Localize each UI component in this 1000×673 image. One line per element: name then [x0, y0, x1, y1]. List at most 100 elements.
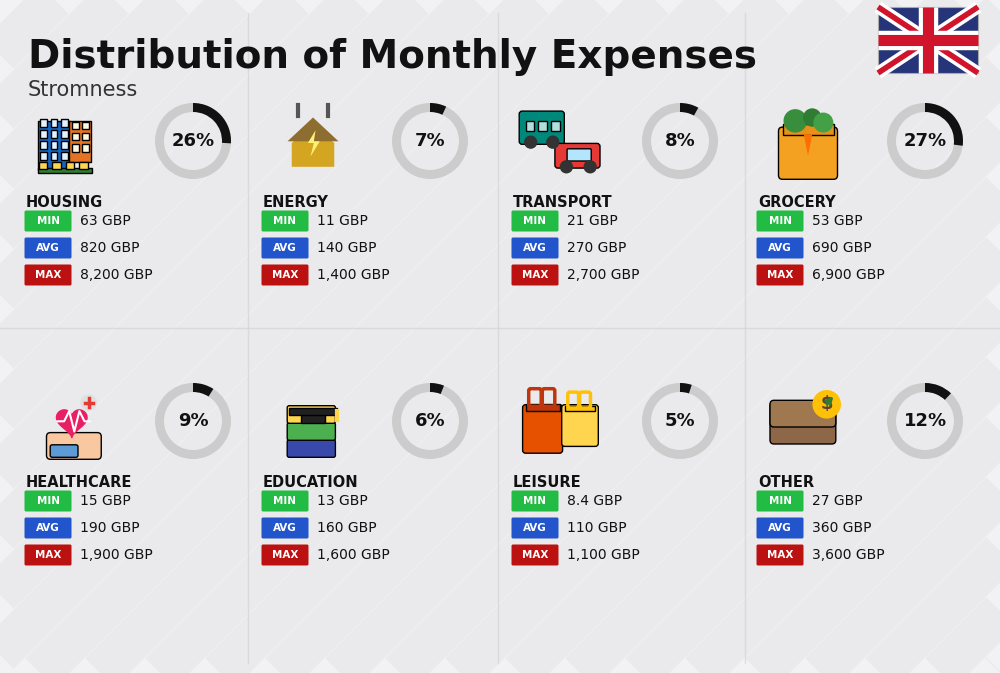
- Text: MIN: MIN: [768, 216, 792, 226]
- Wedge shape: [392, 383, 468, 459]
- FancyBboxPatch shape: [82, 133, 89, 141]
- FancyBboxPatch shape: [66, 162, 74, 168]
- FancyBboxPatch shape: [50, 445, 78, 457]
- Polygon shape: [308, 131, 320, 157]
- FancyBboxPatch shape: [262, 238, 308, 258]
- FancyBboxPatch shape: [287, 439, 335, 457]
- FancyBboxPatch shape: [72, 133, 79, 141]
- Text: 270 GBP: 270 GBP: [567, 241, 626, 255]
- Circle shape: [784, 110, 806, 132]
- FancyBboxPatch shape: [46, 433, 101, 459]
- Circle shape: [547, 136, 559, 148]
- Text: 140 GBP: 140 GBP: [317, 241, 376, 255]
- Text: 63 GBP: 63 GBP: [80, 214, 131, 228]
- FancyBboxPatch shape: [512, 518, 558, 538]
- FancyBboxPatch shape: [72, 144, 79, 151]
- Text: 21 GBP: 21 GBP: [567, 214, 618, 228]
- Circle shape: [525, 136, 537, 148]
- Text: EDUCATION: EDUCATION: [263, 475, 359, 490]
- FancyBboxPatch shape: [757, 238, 804, 258]
- FancyBboxPatch shape: [38, 121, 70, 170]
- FancyBboxPatch shape: [262, 264, 308, 285]
- FancyBboxPatch shape: [40, 141, 47, 149]
- FancyBboxPatch shape: [39, 162, 47, 168]
- Text: 6%: 6%: [415, 412, 445, 430]
- FancyBboxPatch shape: [52, 162, 61, 168]
- FancyBboxPatch shape: [82, 122, 89, 129]
- Text: TRANSPORT: TRANSPORT: [513, 195, 613, 210]
- Circle shape: [813, 391, 840, 418]
- Polygon shape: [804, 135, 812, 155]
- Wedge shape: [193, 383, 213, 396]
- Text: AVG: AVG: [36, 523, 60, 533]
- FancyBboxPatch shape: [24, 264, 72, 285]
- Text: MIN: MIN: [524, 216, 546, 226]
- Text: AVG: AVG: [768, 243, 792, 253]
- FancyBboxPatch shape: [512, 544, 558, 565]
- FancyBboxPatch shape: [24, 544, 72, 565]
- FancyBboxPatch shape: [50, 119, 57, 127]
- FancyBboxPatch shape: [562, 404, 598, 446]
- Text: ENERGY: ENERGY: [263, 195, 329, 210]
- Text: HOUSING: HOUSING: [26, 195, 103, 210]
- FancyBboxPatch shape: [770, 402, 836, 444]
- FancyBboxPatch shape: [40, 119, 47, 127]
- FancyBboxPatch shape: [551, 121, 560, 131]
- FancyBboxPatch shape: [782, 125, 834, 135]
- Text: MAX: MAX: [522, 270, 548, 280]
- Wedge shape: [430, 103, 446, 115]
- Circle shape: [584, 161, 596, 173]
- Text: GROCERY: GROCERY: [758, 195, 836, 210]
- FancyBboxPatch shape: [757, 544, 804, 565]
- FancyBboxPatch shape: [770, 400, 836, 427]
- FancyBboxPatch shape: [538, 121, 547, 131]
- Text: 110 GBP: 110 GBP: [567, 521, 627, 535]
- FancyBboxPatch shape: [24, 238, 72, 258]
- Text: 9%: 9%: [178, 412, 208, 430]
- FancyBboxPatch shape: [512, 491, 558, 511]
- FancyBboxPatch shape: [61, 141, 68, 149]
- Text: MIN: MIN: [36, 496, 60, 506]
- Text: MIN: MIN: [524, 496, 546, 506]
- FancyBboxPatch shape: [50, 152, 57, 160]
- Circle shape: [804, 109, 821, 126]
- Wedge shape: [925, 103, 963, 146]
- FancyBboxPatch shape: [519, 111, 564, 144]
- Text: MAX: MAX: [272, 270, 298, 280]
- Text: 5%: 5%: [665, 412, 695, 430]
- Wedge shape: [642, 103, 718, 179]
- Wedge shape: [680, 383, 692, 394]
- FancyBboxPatch shape: [61, 152, 68, 160]
- Text: 8%: 8%: [665, 132, 695, 150]
- Wedge shape: [680, 103, 698, 116]
- FancyBboxPatch shape: [512, 264, 558, 285]
- Text: 15 GBP: 15 GBP: [80, 494, 131, 508]
- Text: 1,400 GBP: 1,400 GBP: [317, 268, 390, 282]
- Text: 360 GBP: 360 GBP: [812, 521, 872, 535]
- Text: OTHER: OTHER: [758, 475, 814, 490]
- Text: 26%: 26%: [171, 132, 215, 150]
- Text: Distribution of Monthly Expenses: Distribution of Monthly Expenses: [28, 38, 757, 76]
- FancyBboxPatch shape: [287, 406, 335, 423]
- Text: 8,200 GBP: 8,200 GBP: [80, 268, 153, 282]
- FancyBboxPatch shape: [40, 131, 47, 138]
- Text: MIN: MIN: [36, 216, 60, 226]
- FancyBboxPatch shape: [289, 408, 337, 415]
- FancyBboxPatch shape: [79, 162, 88, 168]
- FancyBboxPatch shape: [72, 122, 79, 129]
- Polygon shape: [292, 125, 334, 167]
- FancyBboxPatch shape: [262, 544, 308, 565]
- Text: Stromness: Stromness: [28, 80, 138, 100]
- Text: 1,900 GBP: 1,900 GBP: [80, 548, 153, 562]
- Text: AVG: AVG: [768, 523, 792, 533]
- FancyBboxPatch shape: [778, 127, 838, 179]
- Text: 27%: 27%: [903, 132, 947, 150]
- Text: $: $: [820, 395, 833, 413]
- Text: AVG: AVG: [523, 523, 547, 533]
- Text: 6,900 GBP: 6,900 GBP: [812, 268, 885, 282]
- Polygon shape: [288, 118, 338, 141]
- Wedge shape: [642, 383, 718, 459]
- Text: 820 GBP: 820 GBP: [80, 241, 140, 255]
- FancyBboxPatch shape: [878, 7, 978, 73]
- FancyBboxPatch shape: [24, 491, 72, 511]
